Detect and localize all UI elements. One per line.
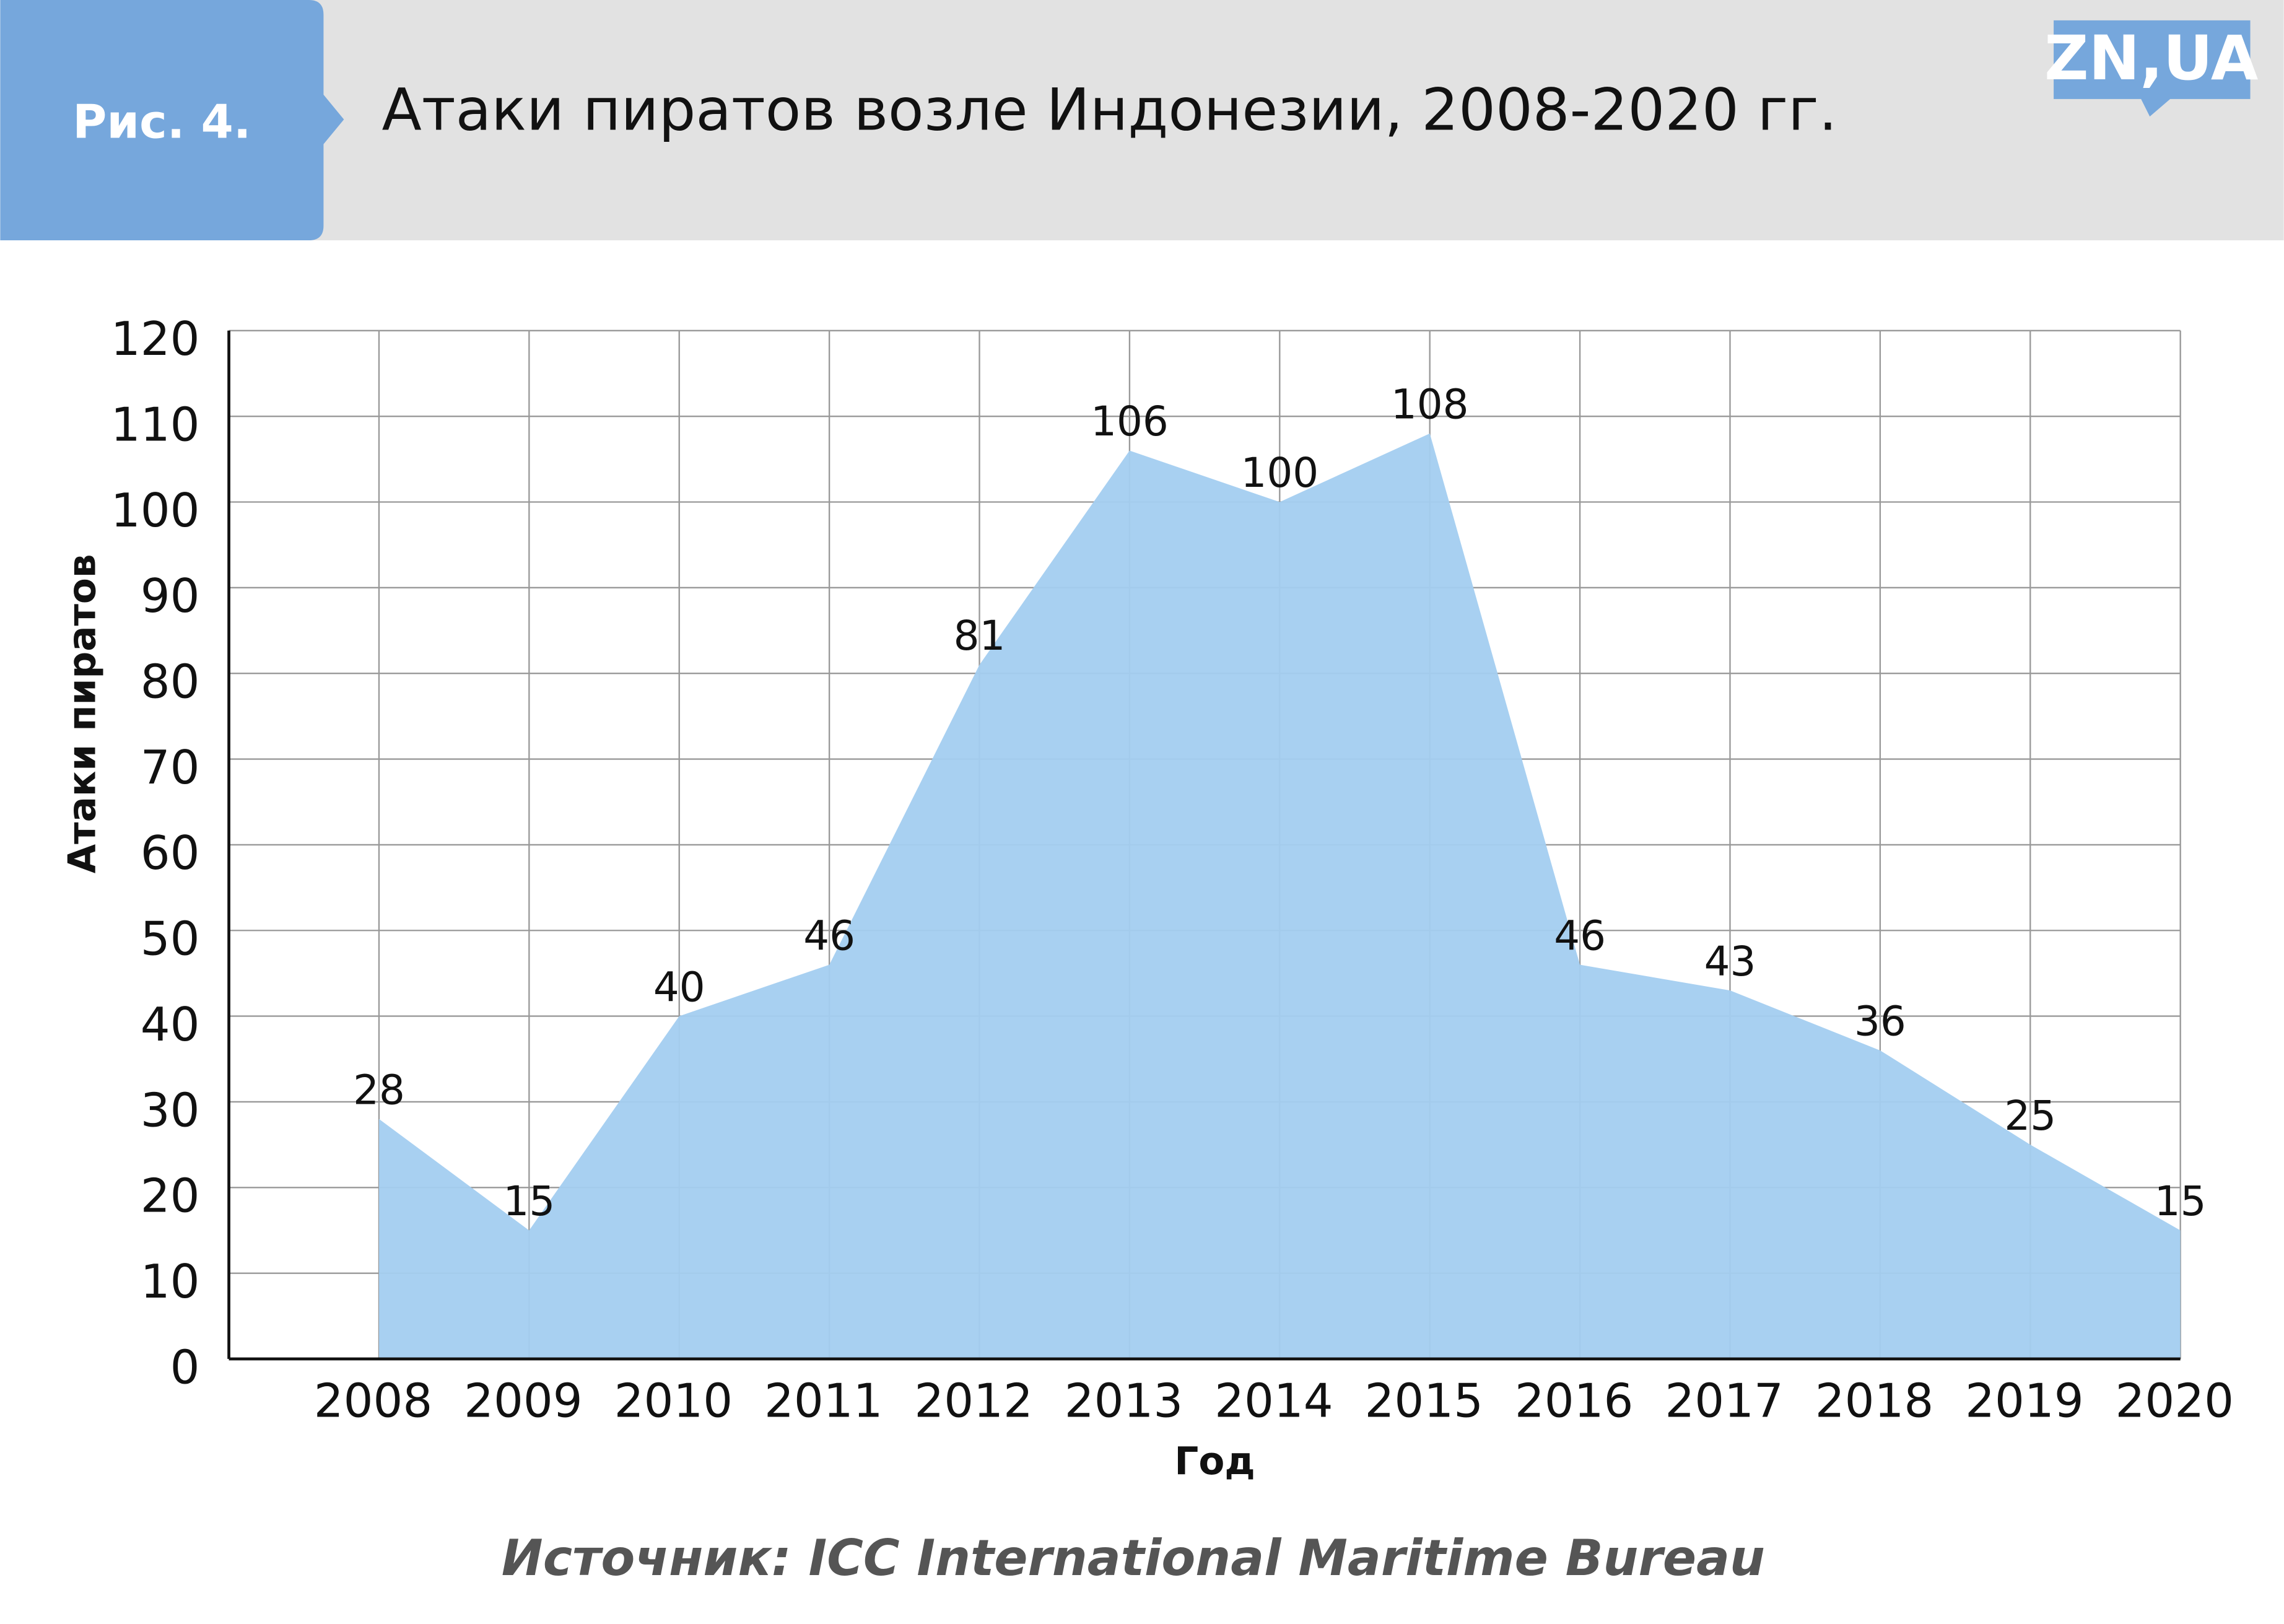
- plot-area: 0 10 20 30 40 50 60 70 80 90 100 110 120 2008 2009 2010…: [111, 312, 2234, 1428]
- y-tick-label: 30: [141, 1083, 200, 1137]
- data-label: 108: [1391, 381, 1469, 429]
- chart-title: Атаки пиратов возле Индонезии, 2008-2020…: [381, 76, 1837, 144]
- y-tick-label: 10: [141, 1254, 200, 1309]
- figure-tab: [0, 0, 344, 241]
- area: [378, 433, 2181, 1360]
- data-label: 100: [1240, 449, 1319, 497]
- y-tick-label: 60: [141, 826, 200, 880]
- y-axis-title: Атаки пиратов: [60, 554, 104, 873]
- data-label: 15: [2155, 1177, 2207, 1225]
- y-tick-label: 100: [111, 483, 200, 538]
- y-tick-label: 0: [170, 1340, 200, 1394]
- x-tick-label: 2019: [1965, 1373, 2084, 1428]
- source-note: Источник: ICC International Maritime Bur…: [502, 1529, 1765, 1587]
- data-label: 28: [353, 1066, 405, 1114]
- x-tick-label: 2017: [1665, 1373, 1784, 1428]
- data-label: 36: [1854, 998, 1906, 1046]
- y-tick-label: 20: [141, 1169, 200, 1223]
- y-tick-label: 110: [111, 397, 200, 452]
- data-label: 25: [2004, 1092, 2056, 1140]
- y-tick-label: 40: [141, 997, 200, 1052]
- x-tick-label: 2018: [1815, 1373, 1934, 1428]
- data-label: 46: [1554, 912, 1606, 959]
- x-tick-label: 2015: [1365, 1373, 1484, 1428]
- y-tick-label: 50: [141, 912, 200, 966]
- x-axis-title: Год: [1174, 1439, 1255, 1483]
- figure-label: Рис. 4.: [72, 95, 251, 149]
- x-tick-label: 2013: [1065, 1373, 1183, 1428]
- x-tick-label: 2016: [1515, 1373, 1634, 1428]
- data-label: 46: [803, 912, 855, 959]
- y-tick-label: 120: [111, 312, 200, 366]
- x-tick-label: 2010: [614, 1373, 733, 1428]
- y-tick-label: 80: [141, 655, 200, 709]
- data-label: 106: [1091, 398, 1169, 445]
- x-tick-label: 2009: [464, 1373, 583, 1428]
- y-tick-label: 70: [141, 740, 200, 795]
- x-tick-label: 2011: [764, 1373, 883, 1428]
- data-label: 40: [653, 963, 705, 1011]
- logo-badge: [2054, 20, 2251, 117]
- x-tick-label: 2020: [2116, 1373, 2234, 1428]
- data-label: 43: [1704, 938, 1756, 985]
- x-tick-label: 2012: [914, 1373, 1033, 1428]
- x-tick-label: 2008: [314, 1373, 433, 1428]
- y-tick-label: 90: [141, 569, 200, 623]
- data-label: 81: [954, 612, 1006, 660]
- x-tick-label: 2014: [1214, 1373, 1333, 1428]
- data-label: 15: [503, 1177, 555, 1225]
- header-band: [0, 0, 2284, 241]
- logo: ZN,UA: [2044, 23, 2258, 94]
